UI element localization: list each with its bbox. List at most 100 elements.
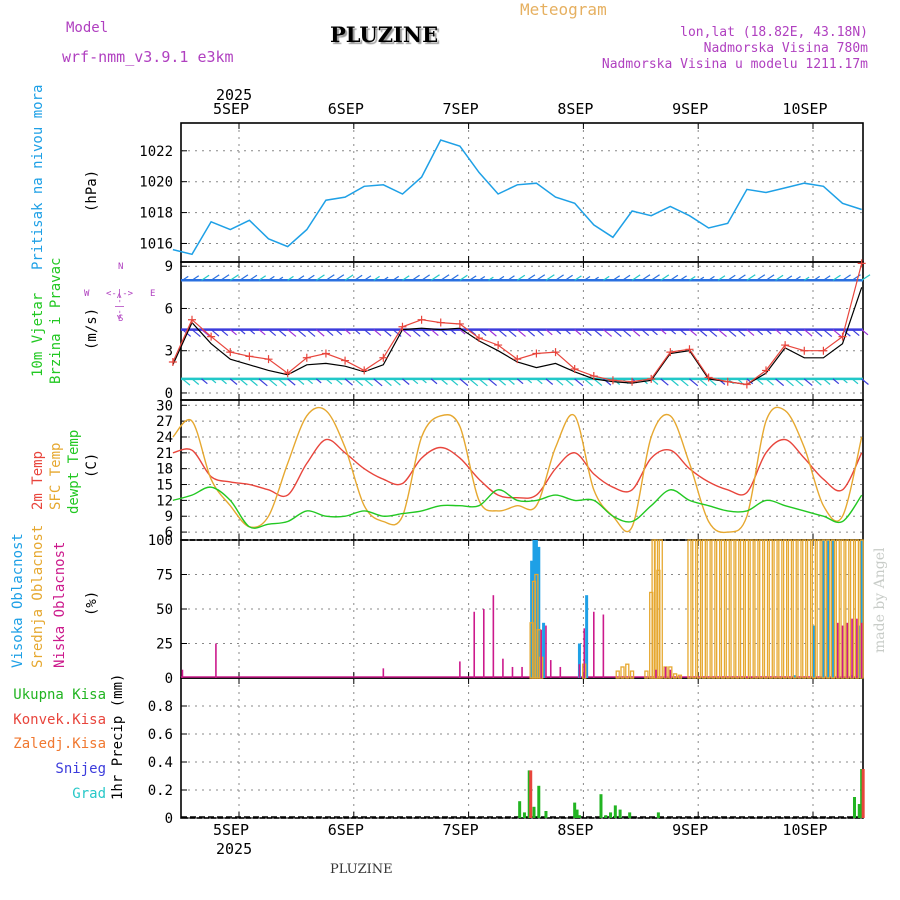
wind-barb — [784, 275, 793, 281]
wind-barb — [641, 378, 648, 385]
wind-barb — [497, 378, 507, 386]
cloud-high-bar — [530, 560, 534, 678]
cloud-mid-bar — [797, 539, 802, 679]
cloud-high-bar — [585, 595, 589, 678]
wind-barb — [488, 378, 498, 387]
wind-barb — [229, 329, 237, 336]
cloud-ytick-label: 75 — [156, 568, 173, 584]
wind-gust-marker — [321, 349, 330, 358]
wind-barb — [641, 274, 651, 281]
cloud-low-bar — [459, 661, 461, 678]
wind-barb — [689, 329, 698, 337]
wind-barb — [268, 378, 278, 387]
wind-barb — [765, 378, 774, 386]
wind-barb — [277, 378, 287, 387]
wind-barb — [842, 274, 851, 281]
wind-barb — [746, 274, 756, 281]
wind-unit: (m/s) — [84, 307, 100, 350]
wind-barb — [602, 329, 613, 337]
wind-barb — [182, 275, 189, 281]
cloud-mid-bar — [653, 539, 659, 679]
cloud-low-bar — [492, 595, 495, 678]
wind-barb — [306, 274, 315, 281]
cloud-high-label: Visoka Oblacnost — [10, 533, 26, 668]
wind-barb — [526, 329, 536, 337]
cloud-mid-bar — [854, 539, 860, 679]
wind-barb — [449, 378, 459, 386]
wind-barb — [421, 329, 430, 337]
wind-barb — [727, 274, 736, 281]
day-label-bottom: 10SEP — [782, 821, 827, 839]
wind-gust-marker — [360, 366, 369, 375]
pressure-ytick-label: 1020 — [139, 175, 173, 191]
wind-barb — [516, 329, 526, 337]
wind-barb — [622, 274, 631, 281]
cloud-mid-bar — [787, 539, 793, 679]
cloud-ytick-label: 25 — [156, 637, 173, 653]
cloud-mid-bar — [531, 580, 537, 679]
wind-barb — [603, 275, 610, 281]
wind-barb — [545, 274, 555, 281]
wind-barb — [784, 329, 792, 336]
compass-w: W — [84, 289, 90, 299]
cloud-mid-bar — [663, 666, 668, 679]
cloud-mid-bar — [711, 539, 716, 679]
wind-gust-marker — [857, 259, 866, 268]
wind-barb — [497, 275, 505, 281]
wind-barb — [794, 275, 801, 281]
station-title: PLUZINE — [330, 22, 439, 47]
wind-gust-marker — [685, 345, 694, 354]
temp-2m-line — [172, 438, 863, 499]
wind-barb — [220, 274, 230, 281]
wind-barb — [191, 329, 201, 338]
wind-barb — [306, 329, 316, 337]
precip-conv-bar — [861, 769, 865, 818]
wind-barb — [478, 275, 486, 281]
wind-barb — [249, 378, 258, 387]
wind-barb — [344, 329, 351, 335]
pressure-ytick-label: 1022 — [139, 144, 173, 160]
wind-barb — [469, 378, 479, 387]
wind-barb — [669, 378, 679, 387]
legend-frozen: Zaledj.Kisa — [13, 736, 106, 752]
wind-barb — [784, 378, 794, 387]
wind-gust-marker — [302, 353, 311, 362]
wind-barb — [335, 378, 343, 385]
wind-barb — [277, 276, 284, 281]
wind-barb — [363, 378, 373, 387]
wind-barb — [306, 378, 313, 385]
cloud-mid-bar — [830, 539, 836, 679]
cloud-low-bar — [655, 669, 657, 678]
wind-barb — [430, 378, 438, 385]
cloud-low-label: Niska Oblacnost — [52, 541, 68, 668]
cloud-high-bar — [850, 675, 854, 678]
wind-barb — [794, 329, 803, 337]
cloud-low-bar — [836, 622, 839, 678]
wind-barb — [459, 378, 469, 387]
temp-dew-line — [172, 486, 863, 529]
cloud-high-bar — [826, 540, 830, 678]
precip-ytick-label: 0.4 — [148, 755, 173, 771]
wind-barb — [507, 275, 515, 281]
wind-barb — [861, 329, 869, 336]
wind-barb — [736, 329, 746, 337]
wind-barb — [612, 275, 621, 281]
temp-ytick-label: 15 — [156, 478, 173, 494]
precip-total-bar — [656, 812, 660, 818]
wind-barb — [392, 378, 401, 386]
wind-barb — [363, 275, 372, 281]
wind-barb — [402, 378, 410, 385]
wind-barb — [459, 329, 466, 335]
wind-barb — [392, 275, 400, 281]
wind-barb — [612, 378, 621, 385]
wind-barb — [402, 275, 410, 281]
elevation-label: Nadmorska Visina 780m — [703, 41, 868, 56]
wind-gust-marker — [608, 376, 617, 385]
precip-ytick-label: 0.8 — [148, 699, 173, 715]
wind-barb — [823, 329, 833, 338]
cloud-mid-bar — [840, 539, 845, 679]
wind-barb — [220, 378, 227, 385]
temp-ytick-label: 9 — [165, 509, 173, 525]
wind-barb — [698, 329, 708, 337]
